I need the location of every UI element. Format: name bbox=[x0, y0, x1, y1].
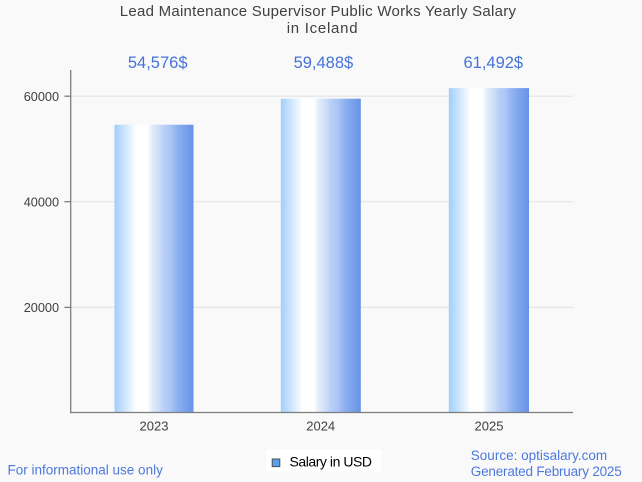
svg-text:in Iceland: in Iceland bbox=[287, 20, 359, 37]
svg-text:40000: 40000 bbox=[24, 195, 59, 209]
svg-text:Source: optisalary.com: Source: optisalary.com bbox=[471, 448, 607, 463]
svg-text:54,576$: 54,576$ bbox=[128, 54, 188, 72]
svg-text:Lead Maintenance Supervisor Pu: Lead Maintenance Supervisor Public Works… bbox=[120, 3, 517, 20]
svg-text:20000: 20000 bbox=[24, 301, 59, 315]
svg-text:2023: 2023 bbox=[140, 419, 169, 434]
svg-text:2025: 2025 bbox=[475, 419, 504, 434]
svg-text:59,488$: 59,488$ bbox=[294, 54, 354, 72]
svg-text:60000: 60000 bbox=[24, 90, 59, 104]
svg-text:Salary in USD: Salary in USD bbox=[290, 454, 372, 470]
svg-text:61,492$: 61,492$ bbox=[463, 54, 523, 72]
svg-text:For informational use only: For informational use only bbox=[8, 462, 164, 477]
svg-text:Generated February 2025: Generated February 2025 bbox=[471, 464, 622, 479]
svg-text:2024: 2024 bbox=[306, 419, 335, 434]
